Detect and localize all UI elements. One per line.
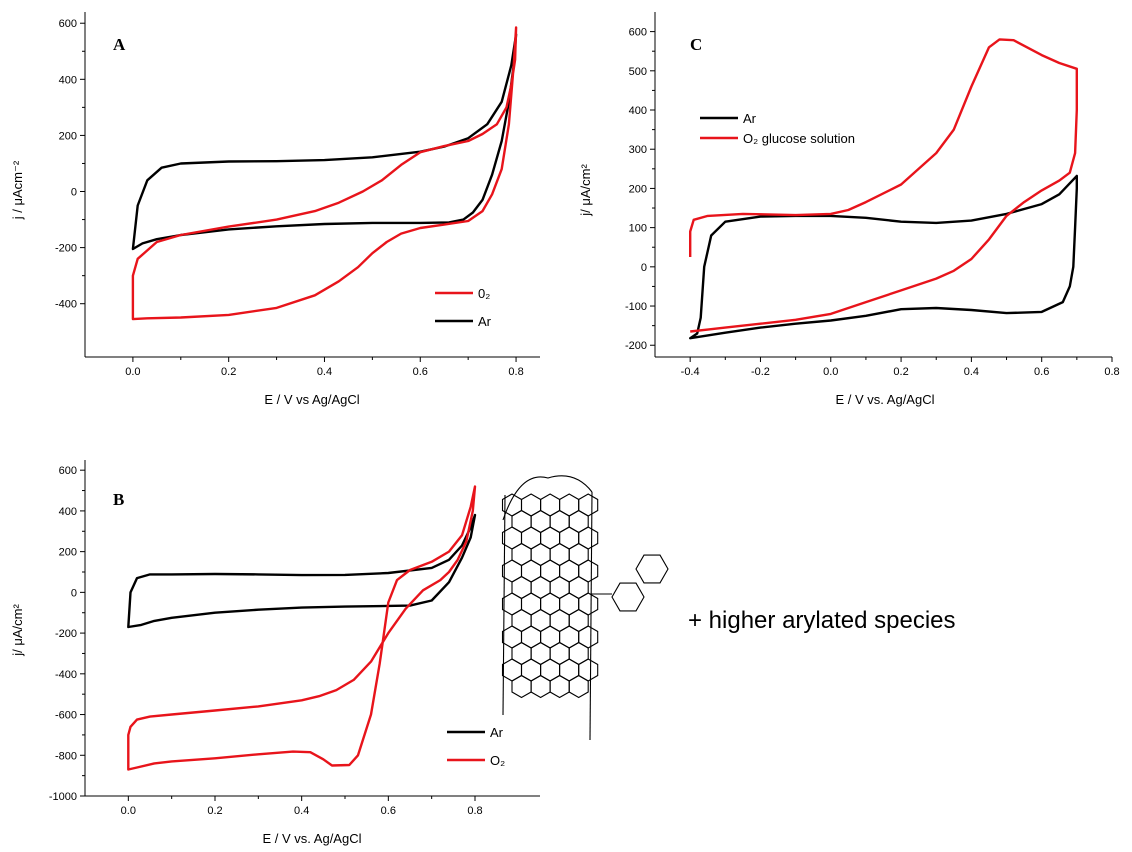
panel-b-y-tick-label: 600: [59, 465, 77, 477]
panel-a-legend: 0₂ Ar: [435, 286, 492, 329]
panel-a-legend-label: 0₂: [478, 286, 490, 301]
panel-b-y-tick-label: -600: [55, 710, 77, 722]
nanotube-hexagon: [568, 674, 589, 699]
panel-a-series-0: [131, 26, 518, 321]
panel-c-y-tick-label: 300: [629, 144, 647, 156]
panel-a-x-axis-label: E / V vs Ag/AgCl: [264, 392, 359, 407]
nanotube-structure-drawing: [501, 475, 669, 741]
panel-b-x-axis-label: E / V vs. Ag/AgCl: [263, 831, 362, 846]
panel-b-y-tick-label: -1000: [49, 791, 77, 803]
panel-c-x-axis-label: E / V vs. Ag/AgCl: [836, 392, 935, 407]
panel-c-y-tick-label: 0: [641, 262, 647, 274]
panel-c-series-ar: [689, 174, 1078, 340]
panel-b-y-tick-label: -400: [55, 669, 77, 681]
panel-b-series-ar: [127, 513, 477, 629]
panel-c: C E / V vs. Ag/AgCl j/ μA/cm² -0.4 -0.2 0.…: [578, 12, 1120, 407]
panel-b-x-tick-label: 0.4: [294, 805, 309, 817]
panel-b-x-tick-label: 0.8: [467, 805, 482, 817]
panel-a-y-tick-label: 200: [59, 130, 77, 142]
panel-c-x-tick-label: 0.2: [893, 366, 908, 378]
panel-b-y-axis-label: j/ μA/cm²: [10, 604, 25, 657]
panel-a-x-tick-label: 0.2: [221, 366, 236, 378]
panel-c-x-tick-label: 0.4: [964, 366, 979, 378]
naphthyl-ring-2: [635, 554, 669, 584]
panel-c-y-axis-label: j/ μA/cm²: [578, 164, 593, 217]
panel-a-y-tick-label: 0: [71, 187, 77, 199]
panel-c-x-tick-label: -0.4: [681, 366, 700, 378]
nanotube-cap: [502, 475, 593, 521]
panel-a-series-ar: [131, 33, 518, 251]
nanotube-left-edge: [502, 494, 506, 716]
panel-c-y-tick-label: 400: [629, 105, 647, 117]
panel-c-x-tick-label: 0.0: [823, 366, 838, 378]
panel-b-y-tick-label: -200: [55, 628, 77, 640]
panel-a-y-tick-label: -200: [55, 243, 77, 255]
panel-b-x-tick-label: 0.2: [207, 805, 222, 817]
panel-c-label: C: [690, 35, 702, 54]
panel-b-y-tick-label: 0: [71, 587, 77, 599]
panel-a-x-tick-label: 0.4: [317, 366, 332, 378]
panel-a-x-tick-label: 0.8: [508, 366, 523, 378]
panel-c-y-tick-label: 500: [629, 66, 647, 78]
panel-c-y-tick-label: -100: [625, 301, 647, 313]
panel-c-y-tick-label: 200: [629, 183, 647, 195]
nanotube-hexagon: [530, 674, 551, 699]
panel-c-legend-label: Ar: [743, 111, 757, 126]
panel-c-y-tick-label: 100: [629, 223, 647, 235]
panel-c-legend: Ar O₂ glucose solution: [700, 111, 855, 146]
panel-c-x-tick-label: -0.2: [751, 366, 770, 378]
panel-a-y-axis-label: j / μAcm⁻²: [10, 160, 25, 220]
panel-a-x-tick-label: 0.0: [125, 366, 140, 378]
panel-a-y-tick-label: 400: [59, 74, 77, 86]
panel-b-legend-label: O₂: [490, 753, 505, 768]
panel-b-y-tick-label: -800: [55, 750, 77, 762]
panel-b-y-tick-label: 400: [59, 506, 77, 518]
nanotube-right-edge: [589, 491, 593, 741]
panel-b-x-tick-label: 0.0: [121, 805, 136, 817]
panel-a: A E / V vs Ag/AgCl j / μAcm⁻² 0.0 0.2 0.4 0…: [10, 12, 540, 407]
panel-a-y-tick-label: 600: [59, 18, 77, 30]
panel-b-legend-label: Ar: [490, 725, 504, 740]
panel-c-y-tick-label: -200: [625, 340, 647, 352]
nanotube-hexagon: [511, 674, 532, 699]
panel-b-legend: Ar O₂: [447, 725, 505, 768]
panel-a-y-tick-label: -400: [55, 299, 77, 311]
panel-b-x-tick-label: 0.6: [381, 805, 396, 817]
naphthyl-ring-1: [611, 582, 645, 612]
panel-a-label: A: [113, 35, 126, 54]
panel-c-series-o-glucose-solution: [689, 38, 1078, 333]
panel-b-y-tick-label: 200: [59, 547, 77, 559]
panel-a-x-tick-label: 0.6: [413, 366, 428, 378]
higher-arylated-species-annotation: + higher arylated species: [688, 607, 956, 634]
nanotube-hexagon: [549, 674, 570, 699]
panel-c-legend-label: O₂ glucose solution: [743, 131, 855, 146]
panel-c-y-tick-label: 600: [629, 27, 647, 39]
panel-c-x-tick-label: 0.6: [1034, 366, 1049, 378]
panel-a-legend-label: Ar: [478, 314, 492, 329]
panel-b-series-o: [127, 485, 477, 771]
panel-b: B E / V vs. Ag/AgCl j/ μA/cm² + higher a…: [10, 460, 956, 846]
panel-c-x-tick-label: 0.8: [1104, 366, 1119, 378]
panel-b-label: B: [113, 490, 124, 509]
